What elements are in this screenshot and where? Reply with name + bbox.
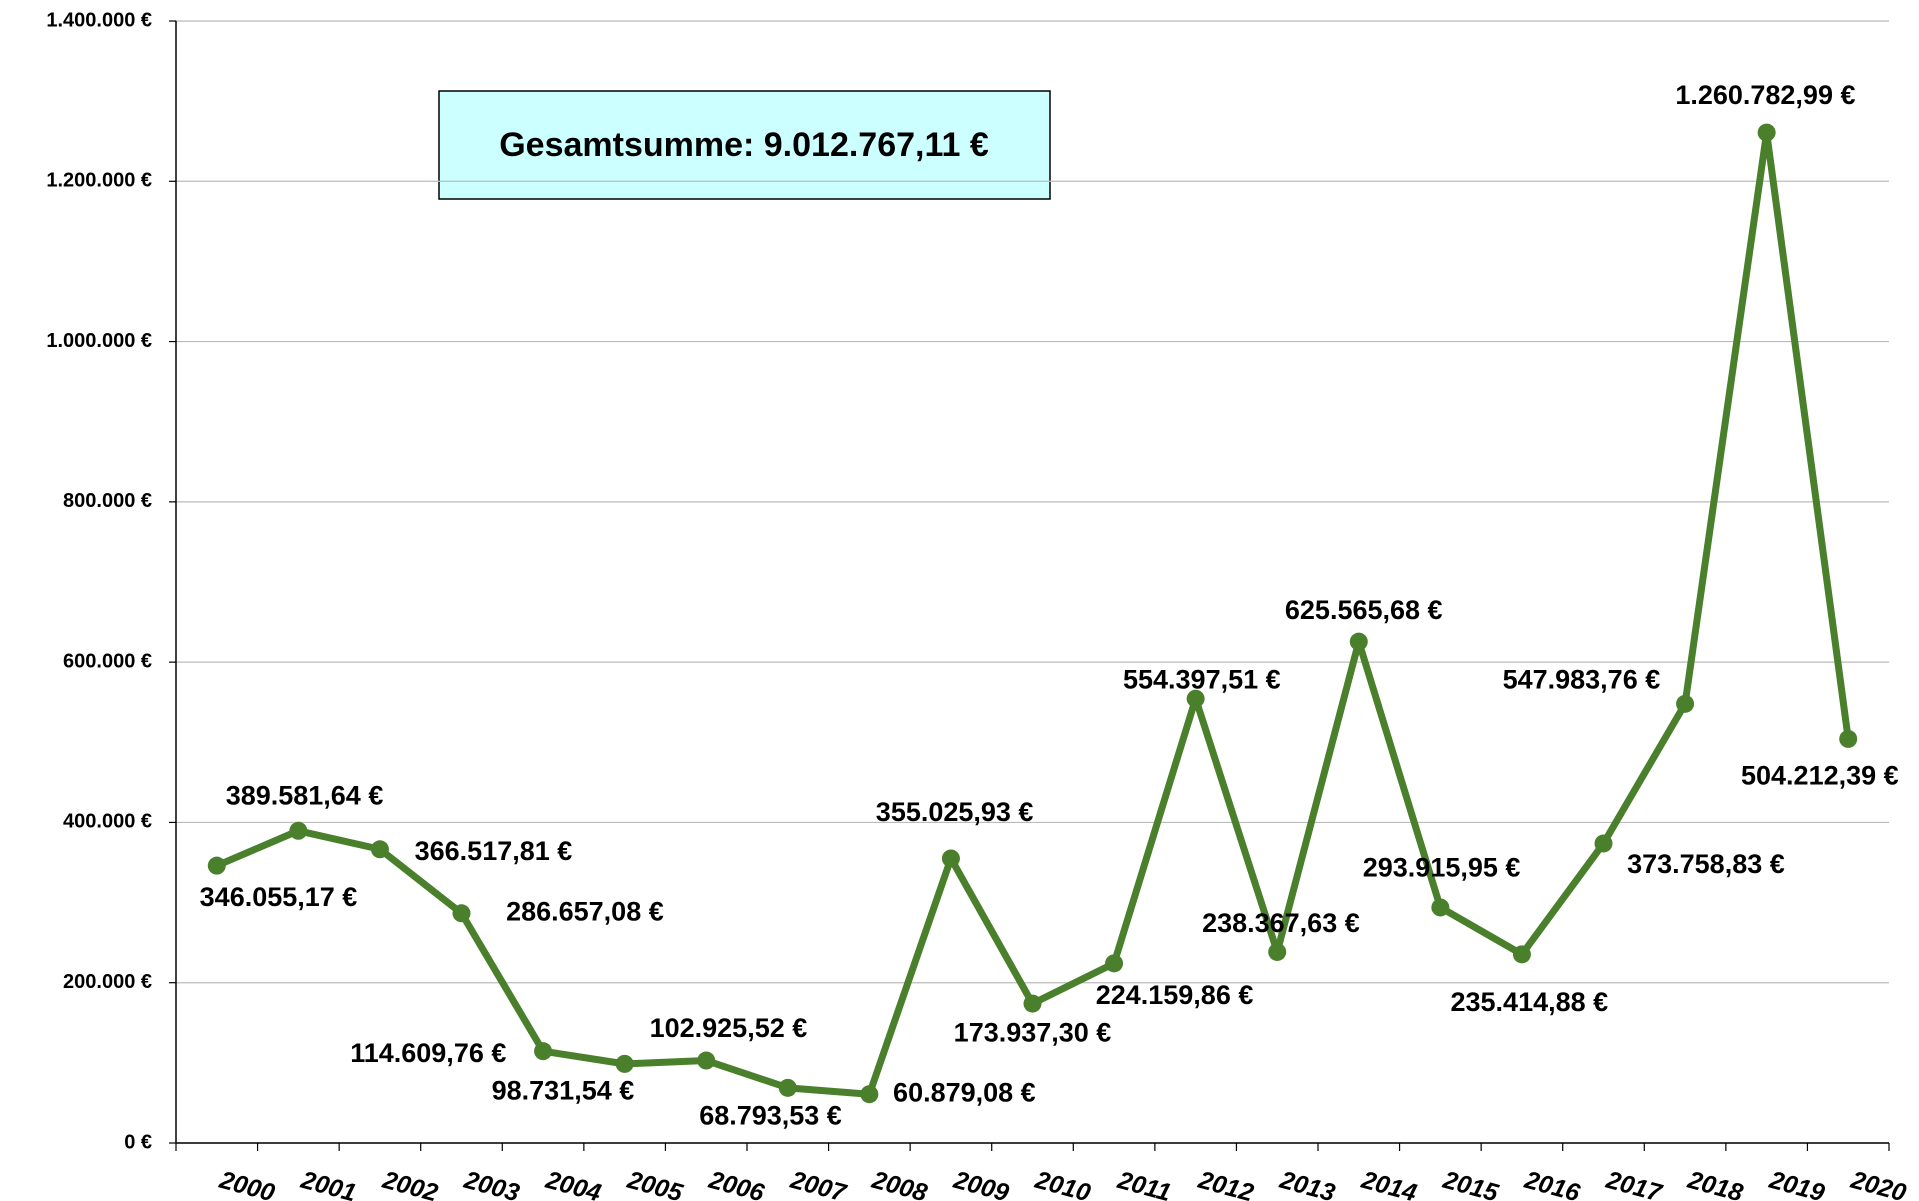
x-tick-label: 2020: [1847, 1166, 1909, 1201]
y-tick-label: 800.000 €: [63, 490, 152, 512]
data-label: 224.159,86 €: [1096, 980, 1254, 1010]
data-label: 1.260.782,99 €: [1675, 80, 1855, 110]
marker: [289, 821, 308, 840]
annotation: Gesamtsumme: 9.012.767,11 €: [499, 126, 989, 164]
x-tick-label: 2002: [379, 1166, 441, 1201]
marker: [1757, 123, 1776, 142]
marker: [1676, 694, 1695, 713]
x-tick-label: 2012: [1195, 1166, 1257, 1201]
x-tick-label: 2016: [1521, 1166, 1584, 1201]
y-tick-label: 600.000 €: [63, 650, 152, 672]
y-tick-label: 400.000 €: [63, 811, 152, 833]
data-label: 373.758,83 €: [1627, 849, 1785, 879]
data-label: 355.025,93 €: [876, 797, 1034, 827]
marker: [778, 1078, 797, 1097]
y-tick-label: 0 €: [124, 1131, 152, 1153]
marker: [207, 856, 226, 875]
marker: [452, 904, 471, 923]
marker: [534, 1042, 553, 1061]
x-tick-label: 2001: [297, 1166, 359, 1201]
y-tick-label: 1.400.000 €: [46, 9, 152, 31]
data-label: 366.517,81 €: [415, 836, 573, 866]
data-label: 286.657,08 €: [506, 896, 664, 926]
data-label: 293.915,95 €: [1363, 852, 1521, 882]
data-label: 346.055,17 €: [200, 882, 358, 912]
x-tick-label: 2003: [460, 1166, 522, 1201]
x-tick-label: 2014: [1358, 1166, 1420, 1201]
data-label: 68.793,53 €: [699, 1101, 842, 1131]
marker: [1268, 942, 1287, 961]
x-tick-label: 2010: [1031, 1166, 1093, 1201]
y-tick-label: 1.000.000 €: [46, 330, 152, 352]
marker: [1023, 994, 1042, 1013]
marker: [370, 840, 389, 859]
data-label: 98.731,54 €: [492, 1075, 635, 1105]
marker: [1431, 898, 1450, 917]
x-tick-label: 2017: [1602, 1166, 1665, 1201]
y-tick-label: 200.000 €: [63, 971, 152, 993]
marker: [941, 849, 960, 868]
data-label: 114.609,76 €: [350, 1038, 506, 1068]
x-tick-label: 2008: [868, 1166, 930, 1201]
data-label: 173.937,30 €: [954, 1018, 1112, 1048]
marker: [1594, 834, 1613, 853]
x-tick-label: 2007: [787, 1166, 850, 1201]
y-tick-label: 1.200.000 €: [46, 170, 152, 192]
x-tick-label: 2019: [1766, 1166, 1828, 1201]
x-tick-label: 2015: [1439, 1166, 1502, 1201]
x-tick-label: 2009: [950, 1166, 1012, 1201]
data-label: 554.397,51 €: [1123, 665, 1281, 695]
data-label: 235.414,88 €: [1451, 987, 1609, 1017]
data-label: 102.925,52 €: [650, 1013, 808, 1043]
marker: [1105, 954, 1124, 973]
data-label: 389.581,64 €: [226, 781, 384, 811]
marker: [1839, 729, 1858, 748]
marker: [1512, 945, 1531, 964]
x-tick-label: 2006: [705, 1166, 768, 1201]
marker: [860, 1085, 879, 1104]
marker: [1349, 632, 1368, 651]
x-tick-label: 2005: [624, 1166, 687, 1201]
marker: [697, 1051, 716, 1070]
marker: [615, 1054, 634, 1073]
data-label: 547.983,76 €: [1503, 665, 1661, 695]
data-label: 60.879,08 €: [893, 1077, 1036, 1107]
marker: [1186, 689, 1205, 708]
data-label: 238.367,63 €: [1202, 908, 1360, 938]
data-label: 625.565,68 €: [1285, 595, 1443, 625]
x-tick-label: 2013: [1276, 1166, 1338, 1201]
data-label: 504.212,39 €: [1741, 760, 1899, 790]
x-tick-label: 2018: [1684, 1166, 1746, 1201]
x-tick-label: 2000: [216, 1166, 278, 1201]
x-tick-label: 2011: [1114, 1166, 1174, 1201]
line: [215, 129, 1852, 1098]
x-tick-label: 2004: [542, 1166, 604, 1201]
